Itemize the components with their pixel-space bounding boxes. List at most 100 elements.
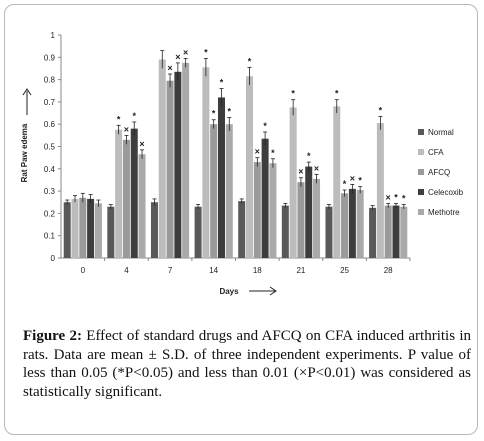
bar	[238, 201, 246, 258]
significance-mark: *	[263, 121, 267, 131]
bar	[369, 207, 377, 258]
significance-mark: *	[248, 56, 252, 66]
x-tick-label: 7	[168, 266, 173, 275]
significance-mark: ×	[314, 163, 319, 173]
bars-group: *×*××× × *****×***×*×**× **× * *	[63, 47, 408, 259]
significance-mark: *	[228, 107, 232, 117]
bar	[341, 193, 349, 258]
y-tick-label: 1	[51, 31, 56, 40]
significance-mark: *	[307, 151, 311, 161]
figure-caption: Figure 2: Effect of standard drugs and A…	[23, 327, 471, 401]
bar	[194, 206, 202, 258]
bar	[138, 154, 146, 258]
x-tick-label: 0	[81, 266, 86, 275]
bar	[289, 107, 297, 258]
legend-swatch	[418, 189, 424, 195]
y-tick-label: 0.8	[44, 76, 56, 85]
y-tick-label: 0	[51, 254, 56, 263]
bar	[182, 62, 190, 258]
y-tick-label: 0.4	[44, 165, 56, 174]
y-axis-ticks: 0 0.1 0.2 0.3 0.4 0.5 0.6 0.7 0.8 0.9 1	[44, 31, 61, 263]
legend-label: CFA	[428, 148, 444, 157]
bar	[384, 205, 392, 258]
x-axis-label: Days	[219, 287, 239, 296]
significance-mark: ×	[298, 167, 303, 177]
bar	[297, 182, 305, 258]
figure-panel: 0 0.1 0.2 0.3 0.4 0.5 0.6 0.7 0.8 0.9 1 * × * × × × × * * *…	[4, 4, 478, 435]
x-tick-label: 14	[209, 266, 218, 275]
caption-label: Figure 2:	[23, 328, 82, 344]
y-axis-label: Rat Paw edema	[20, 123, 29, 182]
bar-chart: 00.10.20.30.40.50.60.70.80.91 *×*××× × ***…	[20, 31, 464, 296]
bar	[305, 166, 313, 258]
significance-mark: *	[402, 193, 406, 203]
caption-text: Effect of standard drugs and AFCQ on CFA…	[23, 328, 471, 400]
y-tick-label: 0.9	[44, 53, 56, 62]
significance-mark: *	[358, 176, 362, 186]
bar	[115, 129, 123, 258]
significance-mark: *	[394, 192, 398, 202]
x-tick-label: 28	[384, 266, 393, 275]
legend-swatch	[418, 209, 424, 215]
significance-mark: *	[335, 89, 339, 99]
significance-mark: ×	[183, 47, 188, 57]
bar	[253, 162, 261, 258]
legend-label: Celecoxib	[428, 188, 464, 197]
significance-mark: ×	[124, 124, 129, 134]
bar	[122, 139, 130, 258]
significance-mark: *	[204, 47, 208, 57]
bar	[63, 202, 71, 258]
legend-swatch	[418, 169, 424, 175]
bar	[281, 205, 289, 258]
significance-mark: *	[212, 109, 216, 119]
significance-mark: ×	[167, 63, 172, 73]
y-tick-label: 0.1	[44, 232, 56, 241]
bar	[166, 80, 174, 258]
significance-mark: *	[343, 179, 347, 189]
x-tick-label: 18	[253, 266, 262, 275]
bar	[356, 189, 364, 258]
y-tick-label: 0.5	[44, 143, 56, 152]
significance-mark: *	[117, 114, 121, 124]
bar	[269, 163, 277, 258]
significance-mark: *	[379, 105, 383, 115]
legend-swatch	[418, 129, 424, 135]
legend-label: Methotre	[428, 208, 460, 217]
legend-label: AFCQ	[428, 168, 450, 177]
significance-mark: *	[291, 89, 295, 99]
significance-mark: ×	[139, 139, 144, 149]
significance-mark: *	[220, 78, 224, 88]
bar	[333, 106, 341, 258]
x-tick-label: 21	[296, 266, 305, 275]
y-tick-label: 0.7	[44, 98, 56, 107]
bar	[150, 202, 158, 258]
bar	[225, 124, 233, 258]
y-axis-arrowhead	[22, 88, 32, 96]
significance-mark: ×	[255, 147, 260, 157]
y-tick-label: 0.6	[44, 120, 56, 129]
bar	[210, 124, 218, 258]
bar	[174, 71, 182, 258]
bar	[94, 203, 102, 258]
bar	[313, 178, 321, 258]
legend: Normal CFA AFCQ Celecoxib Methotre	[418, 128, 464, 217]
bar	[71, 198, 79, 258]
significance-mark: *	[132, 111, 136, 121]
bar	[107, 206, 115, 258]
significance-mark: ×	[386, 192, 391, 202]
bar	[325, 206, 333, 258]
bar	[202, 67, 210, 259]
bar	[246, 76, 254, 258]
significance-mark: ×	[350, 173, 355, 183]
x-tick-label: 25	[340, 266, 349, 275]
bar	[217, 97, 225, 258]
legend-label: Normal	[428, 128, 454, 137]
y-tick-label: 0.3	[44, 187, 56, 196]
x-axis-ticks: 0 4 7 14 18 21 25 28	[81, 258, 411, 275]
x-axis-arrowhead	[269, 286, 277, 296]
y-tick-label: 0.2	[44, 209, 56, 218]
bar	[87, 198, 95, 258]
bar	[261, 138, 269, 258]
significance-mark: *	[271, 148, 275, 158]
bar	[348, 188, 356, 258]
